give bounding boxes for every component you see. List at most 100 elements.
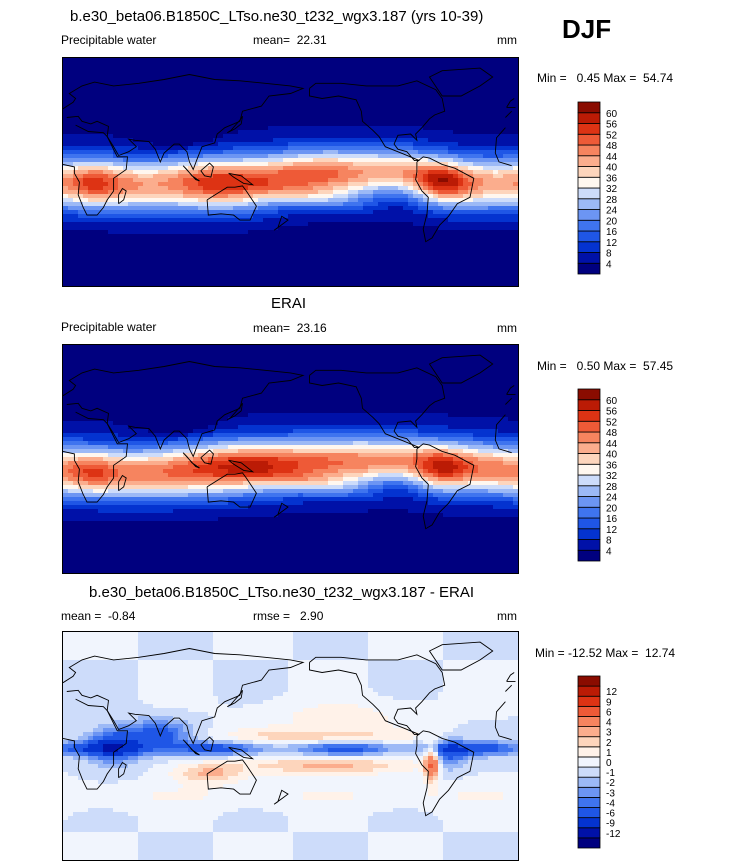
colorbar-swatch [577, 144, 601, 157]
colorbar-tick-label: 0 [606, 758, 612, 769]
colorbar-swatch [577, 166, 601, 178]
colorbar-tick-label: 52 [606, 130, 618, 141]
coastline [118, 187, 127, 205]
panel1-minmax: Min = 0.45 Max = 54.74 [537, 71, 674, 85]
colorbar-tick-label: 52 [606, 417, 618, 428]
panel3-mean-label: mean = [61, 609, 102, 623]
colorbar-tick-label: 36 [606, 460, 618, 471]
colorbar-tick-label: 48 [606, 428, 618, 439]
coastline [200, 736, 214, 752]
panel2-mean-label: mean= [253, 321, 291, 335]
colorbar-swatch [577, 485, 601, 497]
coastline [428, 641, 494, 671]
coastline [182, 739, 200, 756]
coastline [206, 472, 257, 508]
colorbar-tick-label: -1 [606, 768, 615, 779]
colorbar-tick-label: 32 [606, 471, 618, 482]
colorbar-tick-label: 16 [606, 227, 618, 238]
colorbar-swatch [577, 827, 601, 839]
colorbar-tick-label: 24 [606, 493, 618, 504]
panel2-colorbar: 4 8 12 16 20 24 28 32 36 40 44 48 52 56 60 [577, 388, 648, 563]
colorbar-swatch [577, 474, 601, 487]
panel2-minmax: Min = 0.50 Max = 57.45 [537, 359, 674, 373]
colorbar-swatch [577, 198, 601, 210]
colorbar-tick-label: 40 [606, 450, 618, 461]
coastline [506, 385, 516, 395]
colorbar-tick-label: 44 [606, 439, 618, 450]
colorbar-swatch [577, 756, 601, 768]
panel2-mean-value: 23.16 [296, 321, 327, 335]
panel1-title: b.e30_beta06.B1850C_LTso.ne30_t232_wgx3.… [70, 8, 484, 25]
colorbar-tick-label: 56 [606, 120, 618, 131]
coastline [415, 156, 475, 243]
coastlines [63, 641, 516, 817]
colorbar-tick-label: 48 [606, 141, 618, 152]
coastline [63, 361, 513, 458]
colorbar-swatch [577, 241, 601, 253]
panel1-map [62, 57, 519, 287]
colorbar-swatch [577, 837, 601, 849]
colorbar-swatch [577, 399, 601, 411]
colorbar-tick-label: 6 [606, 707, 612, 718]
coastline [200, 449, 214, 465]
colorbar-swatch [577, 675, 601, 687]
coastlines [63, 354, 516, 530]
colorbar-swatch [577, 705, 601, 717]
colorbar-tick-label: 60 [606, 396, 618, 407]
coastline [415, 730, 475, 817]
coastlines [63, 67, 516, 243]
colorbar-tick-label: -3 [606, 788, 615, 799]
colorbar-tick-label: -6 [606, 809, 615, 820]
coastline [63, 74, 513, 171]
colorbar-swatch [577, 176, 601, 189]
colorbar-tick-label: 3 [606, 728, 612, 739]
panel3-rmse: rmse = 2.90 [253, 609, 323, 623]
coastline [118, 761, 127, 779]
colorbar-swatch [577, 431, 601, 444]
coastline [415, 443, 475, 530]
colorbar-tick-label: 2 [606, 738, 612, 749]
coastline [309, 367, 446, 449]
colorbar-swatch [577, 539, 601, 551]
colorbar-swatch [577, 252, 601, 264]
coastline [227, 690, 243, 708]
coastline [309, 80, 446, 162]
colorbar-tick-label: -9 [606, 819, 615, 830]
colorbar-swatch [577, 410, 601, 422]
colorbar-swatch [577, 496, 601, 508]
coastline [206, 759, 257, 795]
colorbar-tick-label: 16 [606, 514, 618, 525]
panel1-mean-value: 22.31 [296, 33, 327, 47]
colorbar-swatch [577, 716, 601, 727]
colorbar-swatch [577, 101, 601, 114]
panel1-mean: mean= 22.31 [253, 33, 327, 47]
colorbar-swatch [577, 528, 601, 540]
colorbar-swatch [577, 797, 601, 808]
colorbar-tick-label: -4 [606, 798, 615, 809]
colorbar-tick-label: 28 [606, 195, 618, 206]
panel3-title: b.e30_beta06.B1850C_LTso.ne30_t232_wgx3.… [89, 584, 475, 601]
panel3-units: mm [497, 609, 517, 623]
colorbar-swatch [577, 123, 601, 135]
colorbar-tick-label: 60 [606, 109, 618, 120]
colorbar-tick-label: 12 [606, 687, 618, 698]
panel3-colorbar: -12 -9 -6 -4 -3 -2 -1 0 1 2 3 4 6 9 12 [577, 675, 648, 850]
colorbar-swatch [577, 187, 601, 200]
colorbar-tick-label: 20 [606, 503, 618, 514]
panel3-minmax: Min = -12.52 Max = 12.74 [535, 646, 676, 660]
coastline [63, 648, 513, 745]
coastline [118, 474, 127, 492]
panel3-rmse-label: rmse = [253, 609, 291, 623]
colorbar-swatch [577, 155, 601, 167]
colorbar-tick-label: 12 [606, 238, 618, 249]
colorbar-swatch [577, 786, 601, 798]
colorbar-swatch [577, 230, 601, 243]
coastline [206, 185, 257, 221]
colorbar-swatch [577, 209, 601, 221]
colorbar-swatch [577, 463, 601, 476]
colorbar-swatch [577, 776, 601, 788]
coastline [428, 67, 494, 97]
colorbar-swatch [577, 420, 601, 433]
panel3-map [62, 631, 519, 861]
colorbar-tick-label: 40 [606, 163, 618, 174]
